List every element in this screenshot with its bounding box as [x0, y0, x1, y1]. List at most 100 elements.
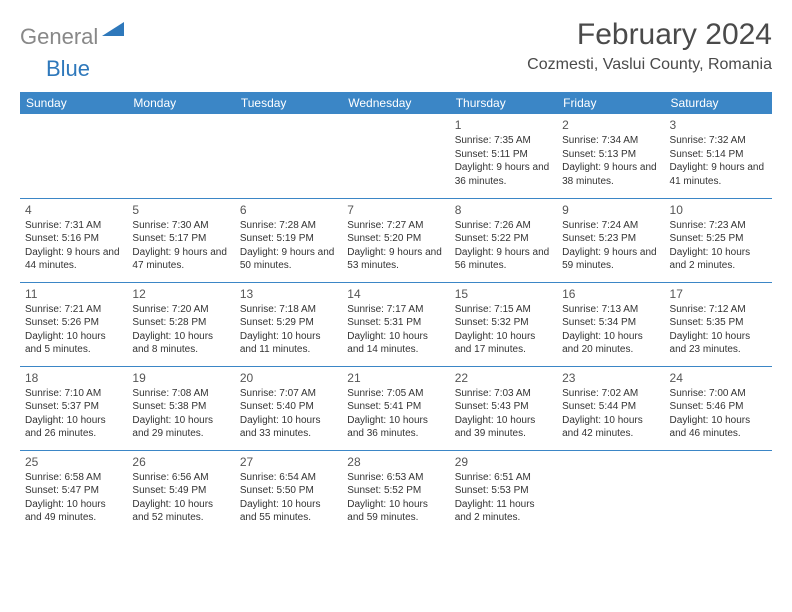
- day-number: 22: [455, 370, 552, 386]
- sunrise-text: Sunrise: 7:18 AM: [240, 303, 337, 317]
- daylight-text: Daylight: 10 hours and 46 minutes.: [670, 414, 767, 441]
- sunrise-text: Sunrise: 7:21 AM: [25, 303, 122, 317]
- sunset-text: Sunset: 5:43 PM: [455, 400, 552, 414]
- daylight-text: Daylight: 9 hours and 47 minutes.: [132, 246, 229, 273]
- calendar-cell: 25Sunrise: 6:58 AMSunset: 5:47 PMDayligh…: [20, 450, 127, 534]
- daylight-text: Daylight: 10 hours and 8 minutes.: [132, 330, 229, 357]
- sunset-text: Sunset: 5:11 PM: [455, 148, 552, 162]
- daylight-text: Daylight: 10 hours and 42 minutes.: [562, 414, 659, 441]
- sunrise-text: Sunrise: 7:02 AM: [562, 387, 659, 401]
- sunrise-text: Sunrise: 6:51 AM: [455, 471, 552, 485]
- daylight-text: Daylight: 9 hours and 44 minutes.: [25, 246, 122, 273]
- daylight-text: Daylight: 10 hours and 11 minutes.: [240, 330, 337, 357]
- sunrise-text: Sunrise: 7:08 AM: [132, 387, 229, 401]
- col-tuesday: Tuesday: [235, 92, 342, 114]
- sunset-text: Sunset: 5:53 PM: [455, 484, 552, 498]
- sunset-text: Sunset: 5:28 PM: [132, 316, 229, 330]
- calendar-cell: 3Sunrise: 7:32 AMSunset: 5:14 PMDaylight…: [665, 114, 772, 198]
- calendar-cell: [557, 450, 664, 534]
- sunrise-text: Sunrise: 7:24 AM: [562, 219, 659, 233]
- daylight-text: Daylight: 10 hours and 20 minutes.: [562, 330, 659, 357]
- sunset-text: Sunset: 5:40 PM: [240, 400, 337, 414]
- day-number: 3: [670, 117, 767, 133]
- logo-text-blue: Blue: [46, 56, 90, 81]
- daylight-text: Daylight: 9 hours and 38 minutes.: [562, 161, 659, 188]
- daylight-text: Daylight: 11 hours and 2 minutes.: [455, 498, 552, 525]
- daylight-text: Daylight: 9 hours and 59 minutes.: [562, 246, 659, 273]
- calendar-cell: 15Sunrise: 7:15 AMSunset: 5:32 PMDayligh…: [450, 282, 557, 366]
- col-friday: Friday: [557, 92, 664, 114]
- day-number: 19: [132, 370, 229, 386]
- calendar-cell: 1Sunrise: 7:35 AMSunset: 5:11 PMDaylight…: [450, 114, 557, 198]
- sunrise-text: Sunrise: 6:58 AM: [25, 471, 122, 485]
- calendar-cell: 19Sunrise: 7:08 AMSunset: 5:38 PMDayligh…: [127, 366, 234, 450]
- calendar-header-row: Sunday Monday Tuesday Wednesday Thursday…: [20, 92, 772, 114]
- day-number: 28: [347, 454, 444, 470]
- day-number: 9: [562, 202, 659, 218]
- calendar-week-row: 18Sunrise: 7:10 AMSunset: 5:37 PMDayligh…: [20, 366, 772, 450]
- sunset-text: Sunset: 5:35 PM: [670, 316, 767, 330]
- daylight-text: Daylight: 10 hours and 52 minutes.: [132, 498, 229, 525]
- calendar-cell: 29Sunrise: 6:51 AMSunset: 5:53 PMDayligh…: [450, 450, 557, 534]
- calendar-cell: 20Sunrise: 7:07 AMSunset: 5:40 PMDayligh…: [235, 366, 342, 450]
- calendar-cell: 2Sunrise: 7:34 AMSunset: 5:13 PMDaylight…: [557, 114, 664, 198]
- calendar-cell: [235, 114, 342, 198]
- sunrise-text: Sunrise: 7:17 AM: [347, 303, 444, 317]
- sunrise-text: Sunrise: 7:34 AM: [562, 134, 659, 148]
- calendar-cell: 23Sunrise: 7:02 AMSunset: 5:44 PMDayligh…: [557, 366, 664, 450]
- calendar-cell: [342, 114, 449, 198]
- sunset-text: Sunset: 5:34 PM: [562, 316, 659, 330]
- sunrise-text: Sunrise: 6:53 AM: [347, 471, 444, 485]
- daylight-text: Daylight: 10 hours and 2 minutes.: [670, 246, 767, 273]
- sunrise-text: Sunrise: 7:30 AM: [132, 219, 229, 233]
- sunrise-text: Sunrise: 7:23 AM: [670, 219, 767, 233]
- sunset-text: Sunset: 5:31 PM: [347, 316, 444, 330]
- daylight-text: Daylight: 9 hours and 36 minutes.: [455, 161, 552, 188]
- day-number: 17: [670, 286, 767, 302]
- month-title: February 2024: [527, 18, 772, 52]
- sunset-text: Sunset: 5:13 PM: [562, 148, 659, 162]
- sunrise-text: Sunrise: 7:20 AM: [132, 303, 229, 317]
- sunrise-text: Sunrise: 7:03 AM: [455, 387, 552, 401]
- sunrise-text: Sunrise: 7:31 AM: [25, 219, 122, 233]
- daylight-text: Daylight: 9 hours and 41 minutes.: [670, 161, 767, 188]
- sunset-text: Sunset: 5:22 PM: [455, 232, 552, 246]
- day-number: 6: [240, 202, 337, 218]
- calendar-cell: 8Sunrise: 7:26 AMSunset: 5:22 PMDaylight…: [450, 198, 557, 282]
- sunset-text: Sunset: 5:41 PM: [347, 400, 444, 414]
- calendar-cell: 7Sunrise: 7:27 AMSunset: 5:20 PMDaylight…: [342, 198, 449, 282]
- col-saturday: Saturday: [665, 92, 772, 114]
- calendar-table: Sunday Monday Tuesday Wednesday Thursday…: [20, 92, 772, 534]
- sunset-text: Sunset: 5:17 PM: [132, 232, 229, 246]
- daylight-text: Daylight: 10 hours and 59 minutes.: [347, 498, 444, 525]
- calendar-cell: 28Sunrise: 6:53 AMSunset: 5:52 PMDayligh…: [342, 450, 449, 534]
- day-number: 4: [25, 202, 122, 218]
- sunset-text: Sunset: 5:25 PM: [670, 232, 767, 246]
- day-number: 21: [347, 370, 444, 386]
- calendar-cell: 11Sunrise: 7:21 AMSunset: 5:26 PMDayligh…: [20, 282, 127, 366]
- calendar-cell: 4Sunrise: 7:31 AMSunset: 5:16 PMDaylight…: [20, 198, 127, 282]
- daylight-text: Daylight: 10 hours and 14 minutes.: [347, 330, 444, 357]
- calendar-cell: 9Sunrise: 7:24 AMSunset: 5:23 PMDaylight…: [557, 198, 664, 282]
- day-number: 23: [562, 370, 659, 386]
- day-number: 12: [132, 286, 229, 302]
- daylight-text: Daylight: 10 hours and 5 minutes.: [25, 330, 122, 357]
- sunrise-text: Sunrise: 7:12 AM: [670, 303, 767, 317]
- day-number: 5: [132, 202, 229, 218]
- sunrise-text: Sunrise: 7:07 AM: [240, 387, 337, 401]
- calendar-cell: 17Sunrise: 7:12 AMSunset: 5:35 PMDayligh…: [665, 282, 772, 366]
- sunset-text: Sunset: 5:50 PM: [240, 484, 337, 498]
- sunrise-text: Sunrise: 7:28 AM: [240, 219, 337, 233]
- sunrise-text: Sunrise: 7:35 AM: [455, 134, 552, 148]
- daylight-text: Daylight: 10 hours and 39 minutes.: [455, 414, 552, 441]
- sunrise-text: Sunrise: 7:27 AM: [347, 219, 444, 233]
- calendar-week-row: 11Sunrise: 7:21 AMSunset: 5:26 PMDayligh…: [20, 282, 772, 366]
- day-number: 24: [670, 370, 767, 386]
- col-monday: Monday: [127, 92, 234, 114]
- calendar-cell: [127, 114, 234, 198]
- logo: General: [20, 18, 126, 50]
- day-number: 15: [455, 286, 552, 302]
- daylight-text: Daylight: 10 hours and 29 minutes.: [132, 414, 229, 441]
- daylight-text: Daylight: 10 hours and 55 minutes.: [240, 498, 337, 525]
- col-wednesday: Wednesday: [342, 92, 449, 114]
